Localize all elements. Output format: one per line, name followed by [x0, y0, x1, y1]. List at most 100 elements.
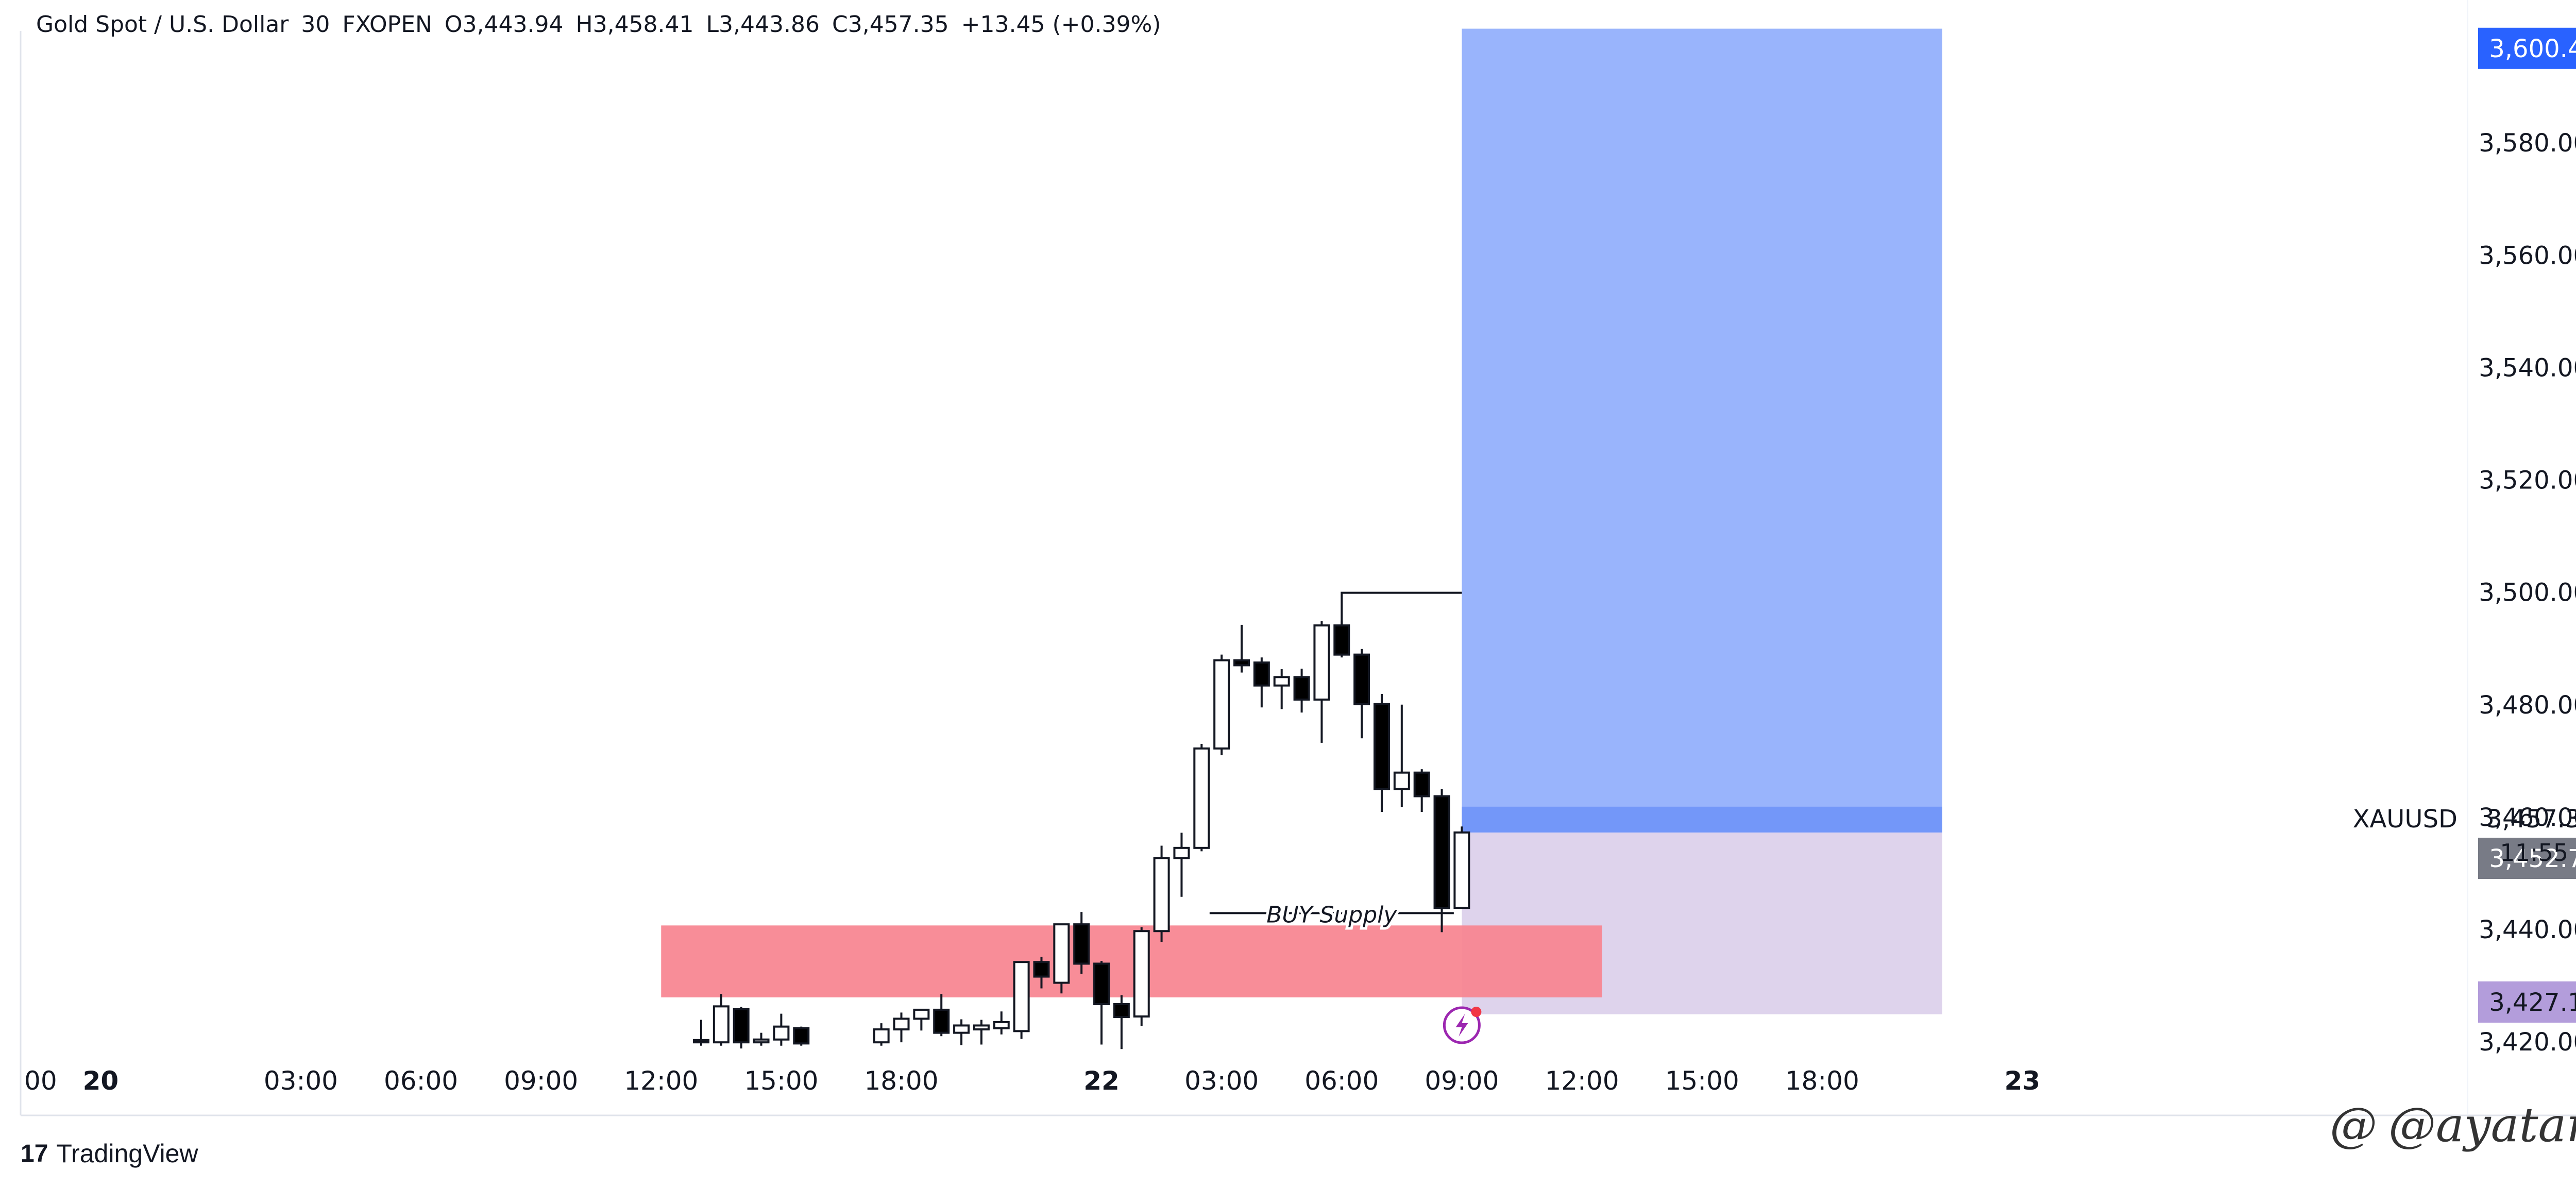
- candle-body: [1013, 961, 1030, 1032]
- candle-body: [1253, 661, 1270, 687]
- x-tick-label: 22: [1083, 1066, 1120, 1096]
- x-tick-label: 15:00: [744, 1066, 818, 1096]
- x-tick-label: 03:00: [264, 1066, 338, 1096]
- candle-body: [1353, 653, 1370, 705]
- candle: [1033, 957, 1050, 989]
- candle: [1413, 769, 1430, 812]
- candle-body: [1093, 962, 1110, 1006]
- event-marker-dot: [1471, 1007, 1482, 1017]
- candle: [1453, 826, 1470, 909]
- candle: [993, 1011, 1010, 1035]
- candle-body: [793, 1027, 810, 1045]
- x-tick-label: 03:00: [1184, 1066, 1259, 1096]
- y-tick-label: 3,580.00: [2479, 129, 2576, 158]
- candle: [1253, 657, 1270, 708]
- candle: [1193, 744, 1210, 852]
- candle: [1433, 789, 1450, 932]
- candle-body: [1433, 795, 1450, 909]
- candle: [713, 994, 730, 1046]
- exchange: FXOPEN: [342, 11, 432, 38]
- stop-price-label: 3,427.17: [2489, 988, 2576, 1017]
- x-tick-label: 06:00: [384, 1066, 458, 1096]
- mid-price-label-bg: [2478, 837, 2576, 879]
- candle: [1093, 961, 1110, 1045]
- candle: [1213, 654, 1230, 755]
- ohlc-open: O3,443.94: [444, 11, 564, 38]
- candle-body: [1233, 659, 1250, 667]
- candle: [873, 1023, 890, 1046]
- candle-body: [953, 1024, 970, 1034]
- target-price-label-bg: [2478, 27, 2576, 69]
- candle-body: [1333, 624, 1350, 656]
- candle: [1353, 649, 1370, 739]
- mid-price-label: 3,452.75: [2489, 844, 2576, 873]
- candle: [1373, 693, 1390, 812]
- x-tick-label: 18:00: [1785, 1066, 1859, 1096]
- supply-zone: [661, 925, 1602, 997]
- interval[interactable]: 30: [301, 11, 330, 38]
- candle-body: [1453, 831, 1470, 909]
- candle: [1233, 624, 1250, 673]
- entry-band: [1462, 806, 1942, 833]
- ohlc-low: L3,443.86: [706, 11, 820, 38]
- buy-supply-label: BUY Supply: [1266, 902, 1397, 928]
- peak-marker-line: [1341, 591, 1462, 627]
- candle-body: [933, 1008, 950, 1034]
- watermark-handle: @ayatani: [2388, 1097, 2576, 1152]
- candle: [1173, 833, 1190, 897]
- candle: [1273, 669, 1290, 709]
- tradingview-branding[interactable]: 17 TradingView: [21, 1139, 198, 1168]
- candle-body: [692, 1039, 709, 1044]
- candle-body: [1213, 659, 1230, 750]
- target-price-label: 3,600.40: [2489, 35, 2576, 63]
- y-tick-label: 3,500.00: [2479, 579, 2576, 607]
- candle: [1113, 995, 1130, 1049]
- ohlc-change: +13.45 (+0.39%): [961, 11, 1161, 38]
- x-tick-label: 00: [24, 1066, 57, 1096]
- candle: [1313, 621, 1330, 743]
- symbol-name[interactable]: Gold Spot / U.S. Dollar: [36, 11, 289, 38]
- y-tick-label: 3,460.00: [2479, 803, 2576, 832]
- x-tick-label: 12:00: [624, 1066, 698, 1096]
- candle-body: [1133, 930, 1150, 1018]
- candle-body: [1113, 1003, 1130, 1019]
- candle: [893, 1012, 910, 1043]
- candle-body: [1153, 857, 1170, 932]
- candle-body: [1293, 676, 1310, 701]
- candle-body: [1373, 703, 1390, 790]
- candle: [913, 1008, 930, 1031]
- candle: [1073, 912, 1090, 974]
- tradingview-logo-icon: 17: [21, 1140, 48, 1167]
- x-tick-label: 15:00: [1665, 1066, 1739, 1096]
- symbol-label: XAUUSD: [2353, 805, 2458, 834]
- event-marker-bolt: [1455, 1014, 1468, 1037]
- candle-body: [1033, 961, 1050, 978]
- current-price-label: 3,457.35: [2486, 805, 2576, 834]
- y-tick-label: 3,480.00: [2479, 691, 2576, 720]
- candle-body: [713, 1005, 730, 1044]
- x-tick-label: 09:00: [1425, 1066, 1499, 1096]
- candle: [1333, 621, 1350, 658]
- stop-price-label-bg: [2478, 981, 2576, 1023]
- candle: [1013, 961, 1030, 1039]
- candle-body: [1273, 676, 1290, 687]
- chart-header: Gold Spot / U.S. Dollar 30 FXOPEN O3,443.94…: [36, 11, 1173, 38]
- x-tick-label: 20: [83, 1066, 119, 1096]
- tradingview-name: TradingView: [56, 1139, 198, 1168]
- threads-icon: @: [2329, 1097, 2377, 1152]
- candle: [933, 994, 950, 1037]
- candle-body: [1393, 771, 1410, 790]
- x-tick-label: 09:00: [504, 1066, 578, 1096]
- x-tick-label: 06:00: [1304, 1066, 1379, 1096]
- y-tick-label: 3,520.00: [2479, 466, 2576, 495]
- ohlc-high: H3,458.41: [575, 11, 694, 38]
- candle: [692, 1020, 709, 1046]
- ohlc-close: C3,457.35: [832, 11, 949, 38]
- candle-body: [1053, 923, 1070, 984]
- candle-body: [733, 1008, 750, 1044]
- y-tick-label: 3,440.00: [2479, 915, 2576, 944]
- y-tick-label: 3,560.00: [2479, 241, 2576, 270]
- candle-body: [973, 1024, 990, 1031]
- candle: [1153, 845, 1170, 942]
